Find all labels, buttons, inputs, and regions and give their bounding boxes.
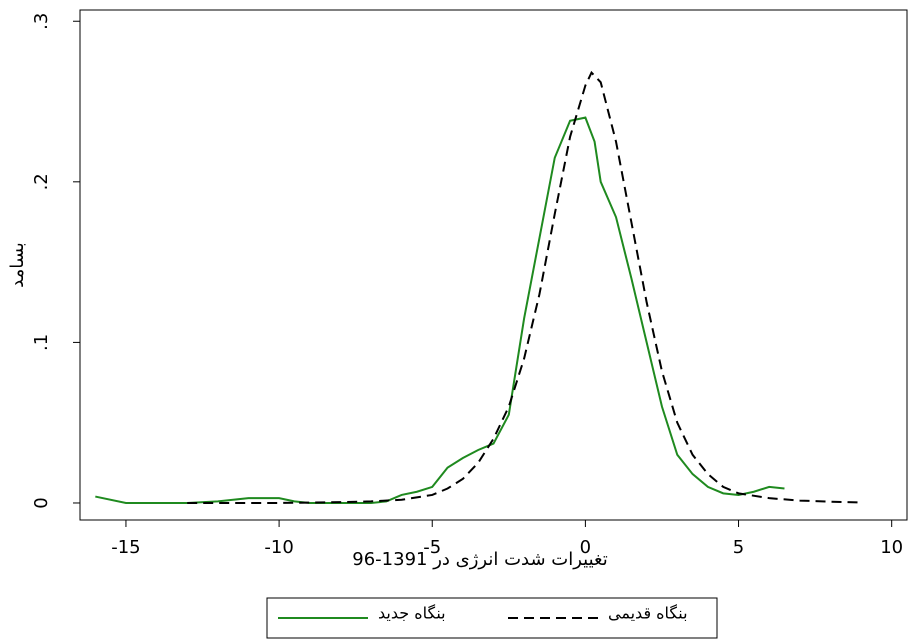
legend-label: بنگاه قدیمی [608,604,688,623]
x-tick-label: -5 [423,537,441,558]
x-tick-label: 0 [580,537,591,558]
x-tick-label: -15 [111,537,140,558]
density-line [95,116,785,504]
x-tick-label: 5 [733,537,744,558]
y-axis-title: بسامد [7,242,28,288]
legend-label: بنگاه جدید [378,604,446,623]
y-tick-label: 0 [31,497,52,508]
y-tick-label: .2 [31,173,52,190]
y-tick-label: .1 [31,334,52,351]
y-tick-label: .3 [31,13,52,30]
x-tick-label: 10 [880,537,903,558]
x-axis-title: تغییرات شدت انرژی در 1391-96 [352,549,607,570]
plot-frame [79,9,908,521]
x-tick-label: -10 [264,537,293,558]
